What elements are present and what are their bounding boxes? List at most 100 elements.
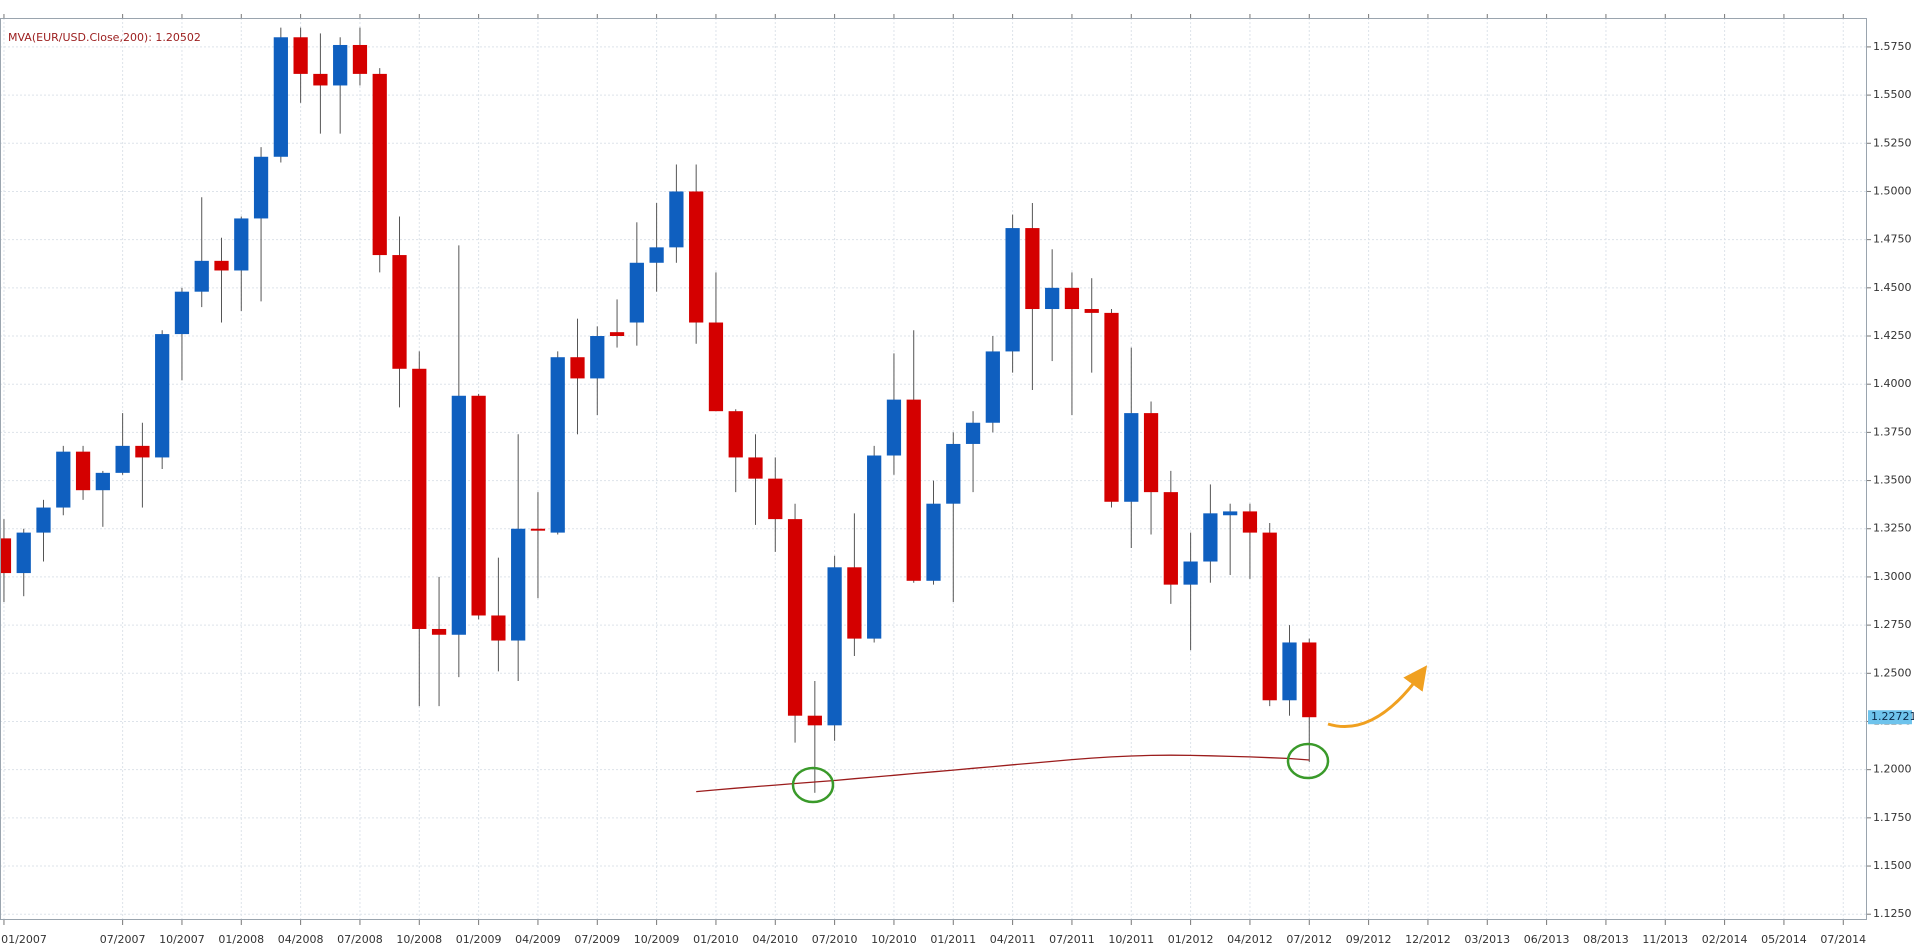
candle-body — [214, 260, 229, 271]
x-tick-label: 07/2014 — [1820, 933, 1866, 946]
candle-body — [273, 37, 288, 157]
last-price-box — [1868, 710, 1912, 725]
y-tick-label: 1.4000 — [1873, 377, 1912, 390]
y-tick-label: 1.4500 — [1873, 281, 1912, 294]
y-tick-label: 1.1250 — [1873, 907, 1912, 920]
candle-body — [807, 715, 822, 726]
candle-body — [234, 218, 249, 271]
y-tick-label: 1.5500 — [1873, 88, 1912, 101]
x-tick-label: 10/2009 — [634, 933, 680, 946]
candle-body — [1084, 309, 1099, 313]
y-tick-label: 1.2000 — [1873, 763, 1912, 776]
y-tick-label: 1.3750 — [1873, 425, 1912, 438]
x-tick-label: 07/2011 — [1049, 933, 1095, 946]
highlight-circle — [791, 766, 835, 804]
mva-line — [696, 754, 1310, 793]
y-tick-label: 1.2500 — [1873, 666, 1912, 679]
candle-body — [1203, 513, 1218, 562]
candle-body — [1262, 532, 1277, 701]
candle-body — [827, 567, 842, 726]
x-tick-label: 10/2010 — [871, 933, 917, 946]
x-tick-label: 01/2012 — [1168, 933, 1214, 946]
candle-body — [965, 422, 981, 444]
candle-body — [886, 399, 902, 456]
x-tick-label: 02/2014 — [1702, 933, 1748, 946]
y-tick-label: 1.4750 — [1873, 233, 1912, 246]
candle-body — [135, 445, 150, 458]
candle-body — [550, 357, 565, 533]
candle-body — [906, 399, 921, 581]
x-tick-label: 01/2008 — [218, 933, 264, 946]
y-tick-label: 1.1750 — [1873, 811, 1912, 824]
x-tick-label: 09/2012 — [1346, 933, 1392, 946]
x-tick-label: 11/2013 — [1642, 933, 1688, 946]
candle-body — [1163, 492, 1178, 585]
candle-body — [1143, 413, 1159, 493]
candle-body — [708, 322, 724, 412]
x-tick-label: 01/2011 — [930, 933, 976, 946]
candle-body — [609, 332, 625, 337]
candle-body — [768, 478, 783, 520]
candle-body — [95, 472, 110, 491]
candle-body — [1242, 511, 1258, 533]
candle-body — [867, 455, 882, 639]
plot-frame — [0, 18, 1867, 920]
candle-body — [412, 368, 427, 629]
candle-body — [194, 260, 209, 292]
x-tick-label: 04/2008 — [278, 933, 324, 946]
candle-body — [787, 519, 803, 716]
candle-body — [491, 615, 506, 641]
x-tick-label: 07/2012 — [1286, 933, 1332, 946]
x-tick-label: 04/2011 — [990, 933, 1036, 946]
candle-body — [1282, 642, 1297, 701]
x-tick-label: 12/2012 — [1405, 933, 1451, 946]
candle-body — [75, 451, 91, 491]
candle-body — [530, 528, 546, 531]
candle-body — [115, 445, 130, 473]
y-tick-label: 1.3250 — [1873, 522, 1912, 535]
candle-body — [1302, 642, 1317, 718]
candle-body — [1005, 228, 1020, 352]
candle-body — [1025, 228, 1040, 310]
x-tick-label: 07/2008 — [337, 933, 383, 946]
x-tick-label: 01/2010 — [693, 933, 739, 946]
candle-body — [511, 528, 526, 641]
x-tick-label: 04/2009 — [515, 933, 561, 946]
candle-body — [629, 262, 644, 323]
candle-body — [451, 395, 466, 635]
candle-body — [689, 191, 704, 323]
candle-body — [1064, 287, 1080, 310]
candle-body — [1104, 312, 1119, 502]
x-tick-label: 01/2007 — [1, 933, 47, 946]
candle-body — [155, 334, 170, 458]
y-tick-label: 1.5000 — [1873, 184, 1912, 197]
candle-body — [649, 247, 664, 263]
candle-body — [728, 411, 743, 458]
x-tick-label: 07/2010 — [812, 933, 858, 946]
candle-body — [253, 156, 269, 219]
candle-body — [56, 451, 71, 508]
candle-body — [1223, 511, 1238, 516]
candle-body — [471, 395, 486, 616]
candle-body — [333, 44, 348, 86]
candle-body — [1045, 287, 1060, 310]
candle-body — [590, 336, 605, 379]
candle-body — [946, 443, 961, 504]
y-tick-label: 1.3000 — [1873, 570, 1912, 583]
candle-body — [1183, 561, 1198, 585]
trend-arrow — [1327, 665, 1428, 729]
x-tick-label: 10/2008 — [396, 933, 442, 946]
x-tick-label: 05/2014 — [1761, 933, 1807, 946]
candle-body — [985, 351, 1000, 423]
x-tick-label: 07/2007 — [100, 933, 146, 946]
candle-body — [174, 291, 190, 335]
x-tick-label: 04/2010 — [752, 933, 798, 946]
candle-body — [313, 73, 328, 86]
x-tick-label: 04/2012 — [1227, 933, 1273, 946]
candle-body — [847, 567, 862, 639]
candle-body — [1124, 413, 1139, 502]
x-tick-label: 07/2009 — [574, 933, 620, 946]
candle-body — [352, 44, 368, 74]
candle-body — [748, 457, 763, 479]
